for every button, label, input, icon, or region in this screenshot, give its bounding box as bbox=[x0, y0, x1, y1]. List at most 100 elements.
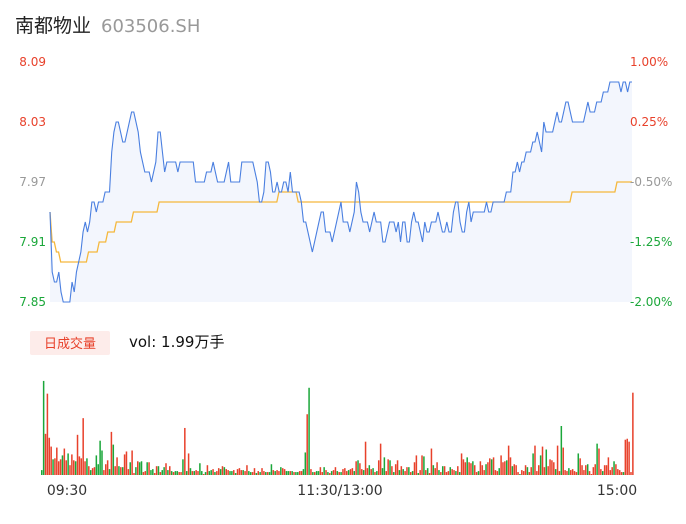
volume-bar bbox=[590, 474, 593, 475]
volume-bar bbox=[577, 453, 580, 475]
volume-bar bbox=[393, 472, 395, 475]
volume-bar bbox=[135, 467, 137, 475]
volume-bar bbox=[464, 462, 467, 475]
volume-bar bbox=[246, 465, 248, 475]
volume-bar bbox=[487, 462, 489, 475]
volume-bar bbox=[430, 448, 433, 475]
volume-bar bbox=[579, 458, 581, 475]
volume-bar bbox=[327, 472, 329, 475]
volume-bar bbox=[421, 455, 423, 475]
volume-bar bbox=[263, 471, 265, 475]
volume-bar bbox=[379, 443, 382, 475]
price-axis: 8.09 8.03 7.97 7.91 7.85 bbox=[19, 55, 46, 309]
volume-bar bbox=[206, 465, 209, 475]
volume-bar bbox=[178, 472, 180, 475]
volume-bar bbox=[419, 470, 421, 475]
volume-bar bbox=[394, 464, 397, 475]
volume-bar bbox=[387, 459, 389, 475]
volume-bar bbox=[137, 461, 139, 475]
volume-bar bbox=[150, 470, 152, 475]
percent-tick-label: -2.00% bbox=[630, 295, 672, 309]
volume-bar bbox=[56, 447, 58, 475]
volume-bar bbox=[308, 387, 310, 475]
volume-bar bbox=[368, 465, 371, 475]
volume-bar bbox=[287, 471, 290, 475]
volume-bar bbox=[519, 474, 521, 475]
volume-bar bbox=[603, 465, 606, 475]
volume-bar bbox=[148, 462, 150, 475]
volume-bar bbox=[97, 464, 99, 475]
volume-bar bbox=[297, 472, 299, 475]
volume-bar bbox=[300, 471, 303, 475]
volume-bar bbox=[42, 380, 45, 475]
volume-bar bbox=[261, 468, 263, 475]
volume-bar bbox=[359, 463, 361, 475]
volume-bar bbox=[274, 471, 276, 475]
volume-bar bbox=[106, 460, 109, 475]
percent-tick-label: -1.25% bbox=[630, 235, 672, 249]
volume-bar bbox=[315, 471, 318, 475]
volume-bar bbox=[536, 471, 538, 475]
volume-bar bbox=[460, 453, 463, 475]
volume-bar bbox=[227, 470, 229, 475]
volume-bar bbox=[116, 457, 118, 475]
volume-bar bbox=[88, 466, 90, 475]
volume-bar bbox=[602, 471, 604, 475]
volume-bar bbox=[564, 470, 566, 475]
volume-bar bbox=[620, 472, 623, 475]
volume-bar bbox=[193, 471, 195, 475]
volume-bar bbox=[182, 459, 184, 475]
volume-bar bbox=[618, 470, 621, 475]
volume-bar bbox=[596, 443, 598, 475]
price-tick-label: 8.09 bbox=[19, 55, 46, 69]
volume-bar bbox=[69, 465, 71, 475]
volume-bar bbox=[153, 473, 156, 475]
volume-bar bbox=[161, 470, 163, 475]
percent-axis: 1.00% 0.25% -0.50% -1.25% -2.00% bbox=[630, 55, 672, 309]
volume-summary: vol: 1.99万手 bbox=[129, 333, 224, 351]
volume-bar bbox=[345, 471, 348, 475]
volume-bar bbox=[152, 469, 154, 475]
volume-bar bbox=[562, 447, 564, 475]
volume-bar bbox=[376, 471, 378, 475]
volume-bar bbox=[302, 469, 305, 475]
volume-bar bbox=[632, 392, 634, 475]
volume-bar bbox=[84, 461, 86, 475]
time-axis: 09:30 11:30/13:00 15:00 bbox=[47, 483, 637, 499]
volume-bar bbox=[99, 440, 101, 475]
percent-tick-label: 1.00% bbox=[630, 55, 668, 69]
volume-bar bbox=[334, 467, 337, 475]
volume-bar bbox=[329, 473, 331, 475]
volume-bar bbox=[475, 472, 478, 475]
price-tick-label: 8.03 bbox=[19, 115, 46, 129]
volume-bar bbox=[545, 449, 548, 475]
volume-bar bbox=[613, 461, 615, 475]
volume-bar bbox=[336, 471, 339, 475]
volume-bar bbox=[291, 471, 293, 475]
volume-bar bbox=[268, 472, 271, 475]
volume-bar bbox=[581, 465, 583, 475]
volume-bar bbox=[423, 456, 425, 475]
percent-tick-label: -0.50% bbox=[630, 175, 672, 189]
volume-bar bbox=[526, 467, 529, 475]
volume-bar bbox=[89, 470, 92, 475]
price-tick-label: 7.91 bbox=[19, 235, 46, 249]
volume-bar bbox=[588, 471, 591, 475]
volume-bar bbox=[406, 467, 408, 475]
volume-bar bbox=[125, 451, 128, 475]
volume-bar bbox=[114, 466, 116, 475]
volume-bar bbox=[253, 468, 256, 475]
volume-bar bbox=[370, 469, 372, 475]
volume-bar bbox=[144, 471, 147, 475]
volume-bar bbox=[408, 467, 410, 475]
volume-bar bbox=[507, 445, 510, 475]
volume-bar bbox=[133, 473, 135, 475]
volume-bar bbox=[212, 469, 214, 475]
volume-bar bbox=[381, 468, 384, 475]
volume-bar bbox=[185, 471, 188, 475]
volume-bar bbox=[317, 471, 320, 475]
volume-bar bbox=[425, 470, 427, 475]
volume-bar bbox=[366, 468, 369, 475]
volume-badge[interactable] bbox=[30, 331, 110, 355]
volume-bar bbox=[95, 455, 98, 475]
